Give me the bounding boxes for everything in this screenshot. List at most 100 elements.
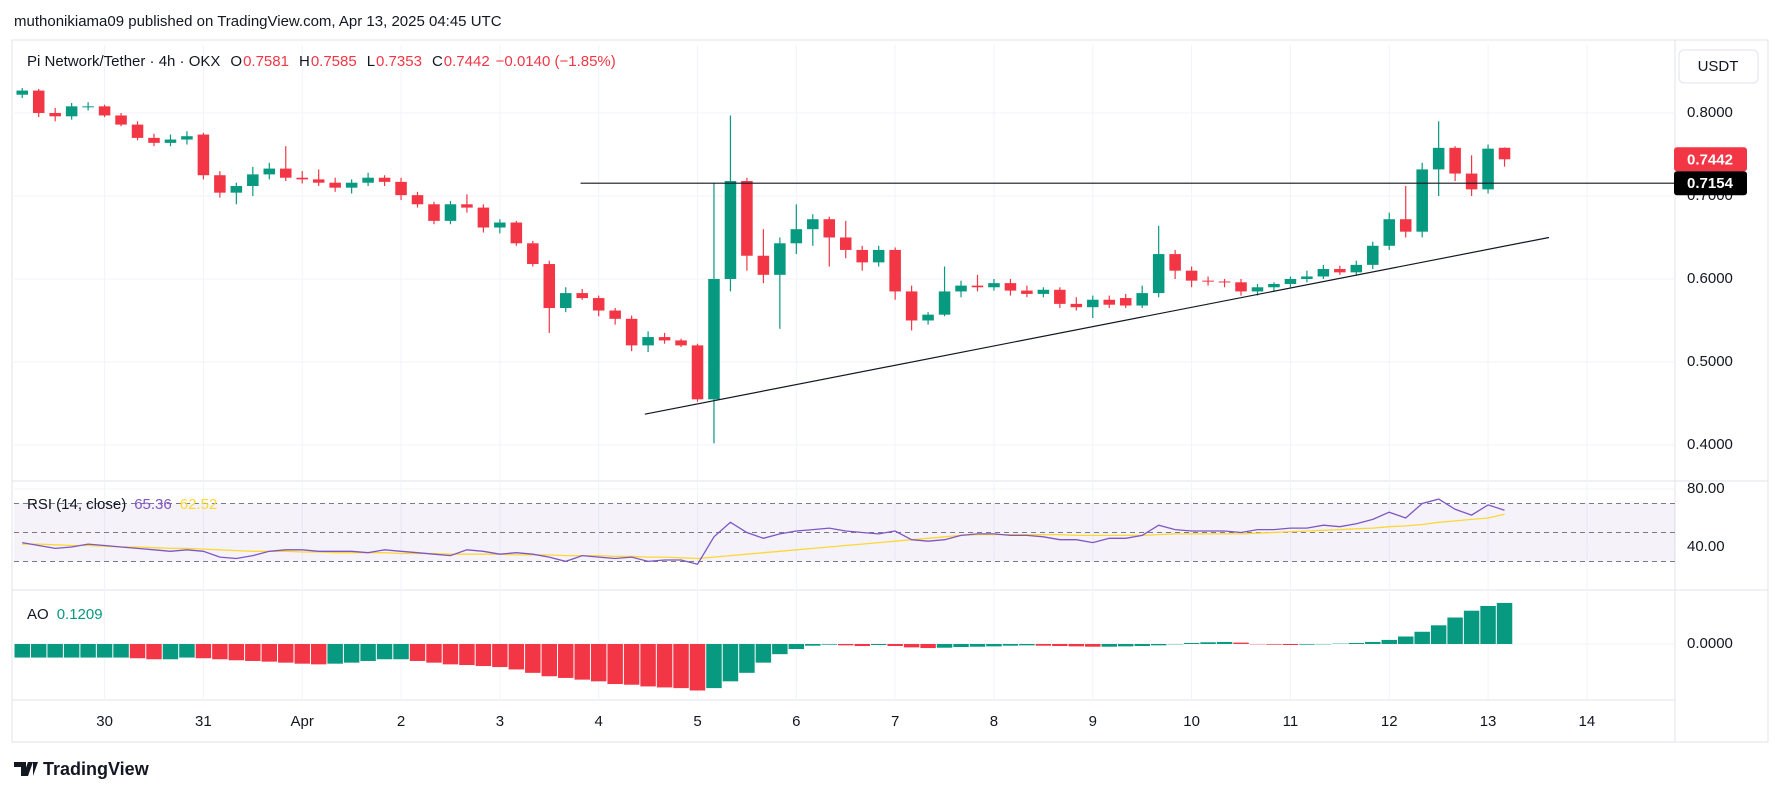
ao-bar (1216, 641, 1233, 644)
ao-bar (409, 643, 426, 661)
candle-body (1350, 264, 1363, 273)
x-tick-label: 2 (397, 713, 405, 730)
candle-body (296, 177, 308, 180)
candle-body (1416, 169, 1428, 232)
y-tick-label: 0.6000 (1687, 270, 1733, 287)
ao-bar (673, 643, 689, 689)
candle-body (345, 182, 358, 188)
candle-body (477, 207, 490, 228)
indicator-title: RSI (14, close) (27, 496, 126, 513)
y-tick-label: 0.0000 (1687, 635, 1733, 652)
candle-body (1482, 148, 1494, 190)
ohlc-value: 0.7581 (243, 53, 289, 70)
ao-bar (442, 643, 459, 665)
candle-body (214, 175, 226, 193)
ao-bar (475, 643, 492, 667)
ao-bar (1463, 610, 1480, 644)
ao-bar (113, 643, 129, 658)
indicator-value: 62.52 (180, 496, 218, 513)
candle-body (1334, 269, 1346, 273)
ao-bar (805, 643, 821, 646)
candle-body (395, 181, 407, 196)
ao-bar (80, 643, 96, 658)
ao-bar (689, 643, 706, 691)
candle-body (971, 285, 984, 288)
candle-body (1399, 219, 1412, 232)
candle-body (1119, 298, 1132, 306)
currency-label[interactable]: USDT (1698, 58, 1739, 75)
symbol-title: Pi Network/Tether · 4h · OKX (27, 53, 220, 70)
ohlc-value: 0.7442 (444, 53, 490, 70)
ao-bar (1035, 643, 1052, 646)
candle-body (1251, 287, 1264, 292)
candle-body (362, 177, 374, 183)
ao-bar (245, 643, 261, 661)
candle-body (444, 204, 457, 221)
ao-bar (1134, 643, 1150, 647)
candle-body (609, 310, 621, 319)
ao-bar (129, 643, 146, 659)
ao-bar (969, 643, 986, 647)
candle-body (1070, 303, 1083, 308)
chart-legend: Pi Network/Tether · 4h · OKX O0.7581 H0.75… (27, 53, 616, 70)
ao-bar (854, 643, 870, 647)
x-tick-label: 30 (96, 713, 113, 730)
ao-bar (953, 643, 969, 648)
ao-bar (1068, 643, 1085, 647)
ao-bar (936, 643, 953, 648)
y-tick-label: 0.5000 (1687, 353, 1733, 370)
ao-bar (1480, 605, 1496, 644)
footer-logo[interactable]: TradingView (14, 759, 150, 779)
price-label-box (1674, 171, 1747, 196)
candle-body (1218, 281, 1231, 283)
candle-body (411, 195, 424, 205)
candle-body (889, 249, 901, 292)
ao-bar (1183, 642, 1200, 644)
ao-bar (1430, 625, 1447, 644)
ao-bar (623, 643, 640, 685)
ao-bar (327, 643, 343, 664)
candle-body (872, 249, 885, 263)
candle-body (65, 106, 78, 117)
ao-bar (640, 643, 656, 687)
currency-button[interactable]: USDT (1678, 49, 1759, 84)
chart-frame (11, 39, 1769, 743)
currency-button-box[interactable] (1678, 49, 1759, 84)
ao-bar (1348, 642, 1365, 644)
candle-body (494, 222, 506, 228)
ao-bar (838, 643, 854, 646)
candle-body (1169, 254, 1181, 271)
logo-text[interactable]: TradingView (43, 759, 150, 779)
ao-bar (343, 643, 360, 663)
ohlc-label: H (299, 53, 310, 70)
ao-bar (1085, 643, 1101, 647)
ao-bar (14, 643, 30, 658)
candle-body (1103, 299, 1116, 305)
candle-body (1465, 173, 1478, 190)
candle-body (279, 168, 292, 178)
candle-body (98, 106, 111, 116)
ao-bar (1365, 641, 1381, 644)
y-tick-label: 0.8000 (1687, 104, 1733, 121)
candle-body (181, 136, 193, 140)
ao-bar (772, 643, 788, 655)
candle-body (131, 124, 144, 138)
candle-body (988, 283, 1000, 288)
candle-body (543, 264, 556, 309)
ao-bar (590, 643, 607, 682)
ao-bar (821, 643, 838, 645)
ao-bar (887, 643, 903, 647)
x-tick-label: 12 (1381, 713, 1398, 730)
ao-bar (1002, 643, 1019, 646)
candle-body (428, 204, 440, 221)
candle-body (642, 337, 654, 346)
ao-bar (376, 643, 393, 660)
ohlc-label: O (230, 53, 242, 70)
ao-bar (1200, 642, 1216, 644)
candle-body (1301, 276, 1313, 279)
candle-body (592, 298, 605, 311)
ao-bar (212, 643, 228, 660)
candle-body (230, 186, 243, 193)
logo-icon[interactable] (14, 762, 38, 776)
candle-body (905, 291, 918, 321)
